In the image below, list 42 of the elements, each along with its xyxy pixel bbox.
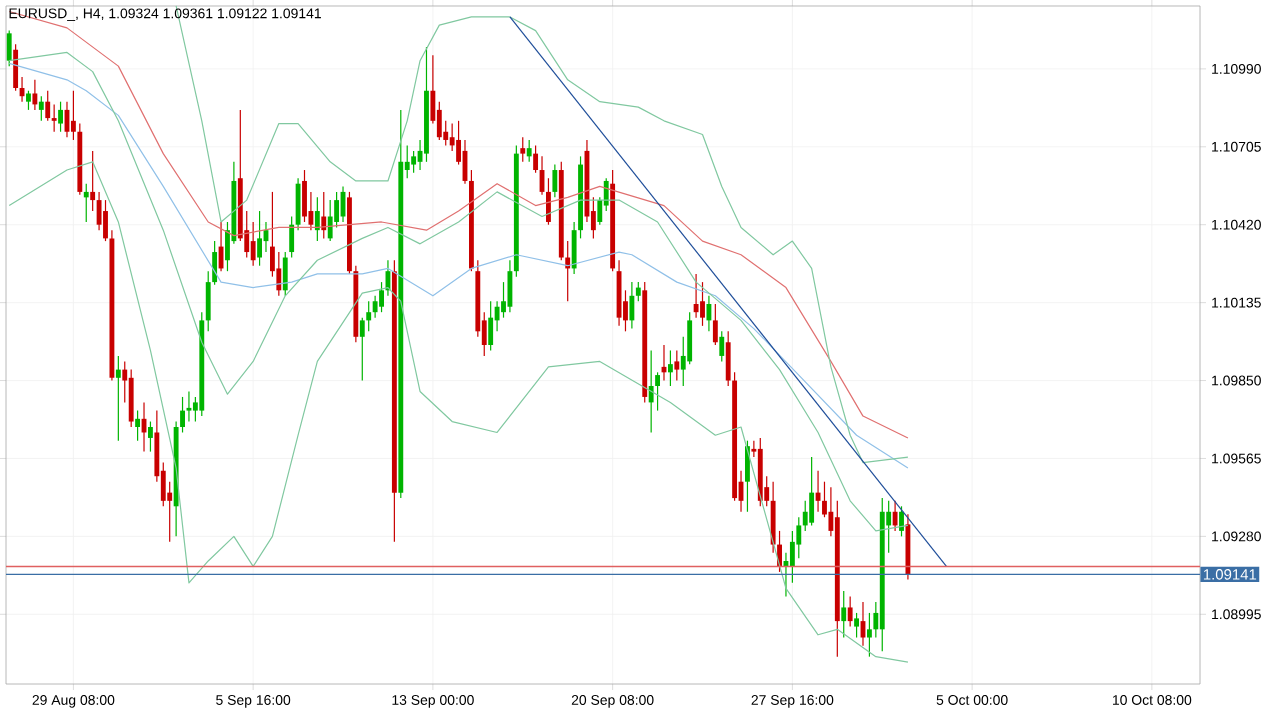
candlestick [58,101,64,133]
candlestick [83,183,89,223]
candlestick [186,390,192,423]
candlestick [51,103,57,133]
candlestick [327,199,333,242]
candlestick [712,303,718,346]
candlestick [847,595,853,628]
candlestick [488,300,494,352]
candlestick [135,410,141,442]
candlestick [6,30,12,67]
candlestick [26,90,31,111]
candlestick [282,251,288,297]
candlestick [706,295,712,332]
candlestick [667,349,673,387]
candlestick [38,95,44,122]
candlestick [314,196,320,242]
candlestick [674,349,680,382]
candlestick [815,470,821,513]
candlestick [841,590,847,639]
candlestick [745,440,750,513]
candlestick [32,79,38,111]
candlestick [700,281,705,327]
candlestick [809,456,815,527]
candlestick [693,273,699,319]
candlestick [520,136,526,163]
candlestick [526,139,532,163]
candlestick [302,169,307,223]
candlestick [648,349,654,434]
candlestick [115,355,121,442]
candlestick [629,281,635,330]
candlestick [148,420,153,453]
line-series [8,62,909,469]
candlestick [128,369,134,428]
candlestick [257,210,263,267]
candlestick [250,221,256,267]
candlestick [719,330,725,362]
candlestick [899,505,904,537]
candlestick [552,163,558,198]
line-series [8,10,909,439]
candlestick [854,612,860,639]
candlestick [892,500,898,532]
line-series [8,161,909,663]
